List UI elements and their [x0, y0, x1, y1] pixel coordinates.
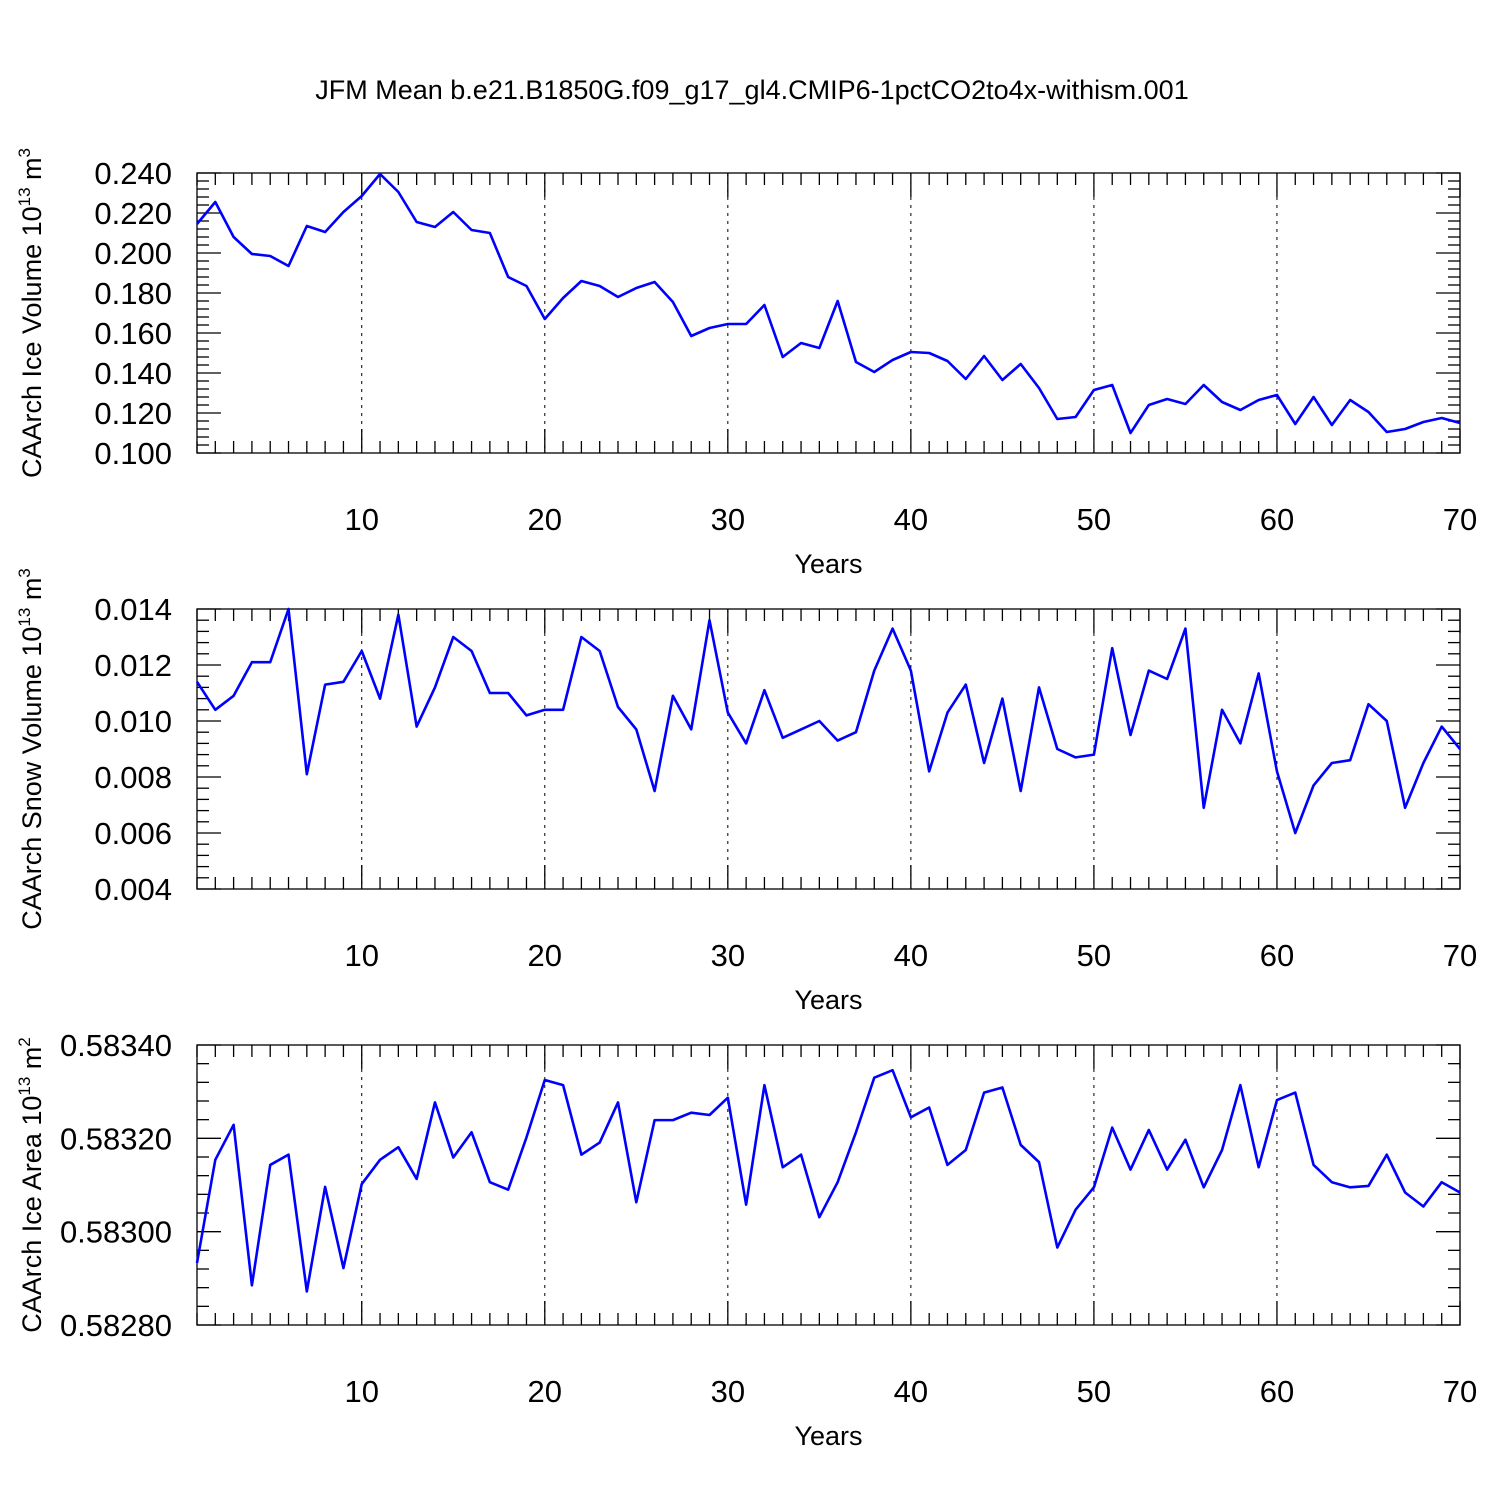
y-axis-label-text: CAArch Ice Area 10: [17, 1096, 47, 1333]
y-tick-label: 0.008: [94, 760, 172, 795]
x-tick-label: 20: [528, 1374, 562, 1409]
y-tick-label: 0.58280: [60, 1308, 172, 1343]
y-tick-label: 0.140: [94, 356, 172, 391]
y-axis-label-unit: m: [17, 578, 47, 608]
y-axis-label-exponent: 13: [15, 1077, 34, 1096]
x-tick-label: 30: [711, 502, 745, 537]
x-tick-label: 40: [894, 1374, 928, 1409]
y-tick-label: 0.240: [94, 156, 172, 191]
y-axis-label-exponent: 13: [15, 608, 34, 627]
x-tick-label: 20: [528, 502, 562, 537]
chart-panel-3: 0.58280 0.58300 0.58320 0.58340 10 20 30 40 50 60…: [15, 1028, 1477, 1451]
series-line: [195, 607, 1462, 835]
x-tick-label: 70: [1443, 938, 1477, 973]
x-tick-label: 60: [1260, 938, 1294, 973]
y-axis-label-group: CAArch Ice Volume 1013 m3: [15, 148, 47, 478]
y-tick-label: 0.014: [94, 592, 172, 627]
y-tick-label: 0.004: [94, 872, 172, 907]
y-axis-label-exponent: 13: [15, 187, 34, 206]
series-line: [195, 1068, 1461, 1293]
y-axis-label-unit-exponent: 3: [15, 148, 34, 157]
y-axis-label-unit-exponent: 2: [15, 1037, 34, 1046]
y-axis-label: CAArch Ice Area 1013 m2: [15, 1037, 47, 1333]
x-axis-label: Years: [794, 549, 862, 579]
y-tick-label: 0.012: [94, 648, 172, 683]
y-axis-label-text: CAArch Snow Volume 10: [17, 627, 47, 930]
x-tick-label: 50: [1077, 938, 1111, 973]
x-tick-label: 70: [1443, 1374, 1477, 1409]
y-axis-label-text: CAArch Ice Volume 10: [17, 206, 47, 478]
x-tick-label: 50: [1077, 1374, 1111, 1409]
x-tick-label: 10: [344, 502, 378, 537]
panels: 0.100 0.120 0.140 0.160 0.180 0.200 0.220 0.240…: [15, 148, 1477, 1451]
y-tick-label: 0.180: [94, 276, 172, 311]
plot-frame: [196, 1044, 1461, 1326]
plot-frame: [196, 608, 1461, 890]
plot-frame: [196, 172, 1461, 454]
y-axis-label-unit: m: [17, 1047, 47, 1077]
x-tick-label: 60: [1260, 502, 1294, 537]
x-tick-label: 30: [711, 938, 745, 973]
figure-title: JFM Mean b.e21.B1850G.f09_g17_gl4.CMIP6-…: [315, 75, 1188, 105]
x-axis-label: Years: [794, 985, 862, 1015]
y-axis-label: CAArch Ice Volume 1013 m3: [15, 148, 47, 478]
x-tick-label: 40: [894, 502, 928, 537]
y-axis-label-group: CAArch Ice Area 1013 m2: [15, 1037, 47, 1333]
y-tick-label: 0.58340: [60, 1028, 172, 1063]
series-line: [196, 172, 1461, 435]
y-tick-label: 0.58320: [60, 1121, 172, 1156]
x-tick-label: 30: [711, 1374, 745, 1409]
y-axis-label-unit-exponent: 3: [15, 568, 34, 577]
y-axis-label: CAArch Snow Volume 1013 m3: [15, 568, 47, 930]
y-tick-label: 0.010: [94, 704, 172, 739]
y-tick-label: 0.006: [94, 816, 172, 851]
x-tick-label: 50: [1077, 502, 1111, 537]
y-tick-label: 0.200: [94, 236, 172, 271]
y-axis-label-unit: m: [17, 157, 47, 187]
x-tick-label: 40: [894, 938, 928, 973]
y-tick-label: 0.100: [94, 436, 172, 471]
x-tick-label: 10: [344, 938, 378, 973]
x-tick-label: 20: [528, 938, 562, 973]
x-tick-label: 60: [1260, 1374, 1294, 1409]
y-tick-label: 0.160: [94, 316, 172, 351]
x-tick-label: 70: [1443, 502, 1477, 537]
y-tick-label: 0.58300: [60, 1215, 172, 1250]
y-axis-label-group: CAArch Snow Volume 1013 m3: [15, 568, 47, 930]
x-tick-label: 10: [344, 1374, 378, 1409]
x-axis-label: Years: [794, 1421, 862, 1451]
y-tick-label: 0.120: [94, 396, 172, 431]
y-tick-label: 0.220: [94, 196, 172, 231]
chart-panel-1: 0.100 0.120 0.140 0.160 0.180 0.200 0.220 0.240…: [15, 148, 1477, 579]
chart-panel-2: 0.004 0.006 0.008 0.010 0.012 0.014 10 20 30 40 50…: [15, 568, 1477, 1015]
